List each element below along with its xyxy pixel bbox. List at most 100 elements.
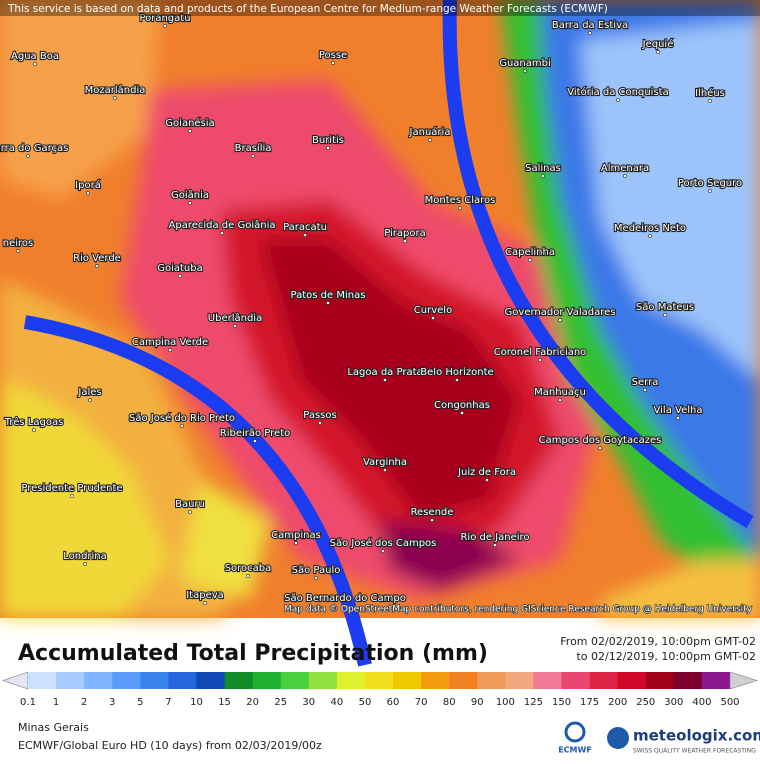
city-label: Ribeirão Preto <box>220 428 290 439</box>
city-label: Uberlândia <box>208 312 262 324</box>
city-label: Mozarlândia <box>85 84 146 96</box>
city-dot <box>381 549 385 553</box>
city-dot <box>623 174 627 178</box>
logo-tagline: SWISS QUALITY WEATHER FORECASTING <box>633 748 756 755</box>
precipitation-map: Porangatu Posse Barra da Estiva Jequié Agua … <box>0 0 760 667</box>
city-label: Barra do Garças <box>0 143 68 154</box>
city-dot <box>88 398 92 402</box>
map-credit: Map data © OpenStreetMap contributors, r… <box>284 605 753 615</box>
legend-value: 400 <box>692 697 711 708</box>
city-label: Varginha <box>363 457 407 468</box>
legend-value: 30 <box>302 697 315 708</box>
ecmwf-icon <box>564 721 586 743</box>
city-label: Capelinha <box>505 247 555 258</box>
legend-value: 60 <box>387 697 400 708</box>
legend-swatch <box>252 672 282 689</box>
city-dot <box>178 274 182 278</box>
city-dot <box>26 154 30 158</box>
legend-value: 80 <box>443 697 456 708</box>
legend-swatch <box>393 672 422 689</box>
legend-swatch <box>477 672 506 689</box>
city-dot <box>314 576 318 580</box>
city-label: Governador Valadares <box>505 307 616 318</box>
legend-swatch <box>533 672 563 689</box>
city-dot <box>558 318 562 322</box>
city-dot <box>428 138 432 142</box>
legend-value: 1 <box>53 697 59 708</box>
city-label: Brasília <box>235 142 272 154</box>
city-dot <box>541 174 545 178</box>
city-dot <box>455 378 459 382</box>
city-dot <box>32 428 36 432</box>
legend-value: 3 <box>109 697 115 708</box>
city-dot <box>656 50 660 54</box>
highlight-arc <box>442 0 754 529</box>
legend-value: 2 <box>81 697 87 708</box>
legend-value: 175 <box>580 697 599 708</box>
city-dot <box>294 541 298 545</box>
city-label: Porangatu <box>139 13 190 24</box>
legend-value: 125 <box>524 697 543 708</box>
legend-value: 50 <box>359 697 372 708</box>
city-dot <box>203 601 207 605</box>
logo-right: meteologix.com <box>633 727 760 745</box>
city-label: Porto Seguro <box>678 178 742 189</box>
city-dot <box>16 249 20 253</box>
city-label: Agua Boa <box>11 51 59 62</box>
legend-swatch <box>140 672 169 689</box>
city-label: Campina Verde <box>132 337 208 348</box>
legend-value: 5 <box>137 697 143 708</box>
city-label: Salinas <box>525 163 561 174</box>
city-dot <box>538 358 542 362</box>
city-dot <box>331 61 335 65</box>
legend-arrow <box>2 671 29 690</box>
city-dot <box>180 424 184 428</box>
city-label: Sorocaba <box>225 563 272 574</box>
legend-swatch <box>701 672 731 689</box>
city-label: São Bernardo do Campo <box>284 593 406 604</box>
city-dot <box>708 189 712 193</box>
legend-swatch <box>112 672 141 689</box>
legend-value: 25 <box>274 697 287 708</box>
city-label: Patos de Minas <box>291 290 366 301</box>
city-dot <box>188 201 192 205</box>
city-label: Paracatu <box>283 222 327 233</box>
city-dot <box>558 398 562 402</box>
legend-swatch <box>505 672 534 689</box>
city-dot <box>326 146 330 150</box>
city-label: Três Lagoas <box>4 416 64 428</box>
city-label: Rio Verde <box>73 253 121 264</box>
city-dot <box>233 324 237 328</box>
legend-swatch <box>168 672 197 689</box>
legend-value: 250 <box>636 697 655 708</box>
city-label: Lagoa da Prata <box>347 367 422 378</box>
title: Accumulated Total Precipitation (mm) <box>18 641 488 666</box>
city-dot <box>220 231 224 235</box>
city-dot <box>188 129 192 133</box>
city-dot <box>523 69 527 73</box>
highlight-arc <box>23 315 372 667</box>
legend-value: 150 <box>552 697 571 708</box>
city-label: Londrina <box>63 551 107 562</box>
city-label: Curvelo <box>414 305 452 316</box>
city-dot <box>383 468 387 472</box>
model-info: ECMWF/Global Euro HD (10 days) from 02/0… <box>18 739 322 752</box>
legend-swatch <box>673 672 703 689</box>
legend-swatch <box>645 672 675 689</box>
legend-swatch <box>224 672 254 689</box>
city-dot <box>648 234 652 238</box>
city-dot <box>253 439 257 443</box>
city-label: Congonhas <box>434 400 490 411</box>
city-label: Campos dos Goytacazes <box>539 435 662 446</box>
city-dot <box>33 62 37 66</box>
city-dot <box>588 31 592 35</box>
city-dot <box>663 313 667 317</box>
city-dot <box>318 421 322 425</box>
city-dot <box>70 494 74 498</box>
legend-value: 0.1 <box>20 697 36 708</box>
attribution: This service is based on data and produc… <box>7 3 608 15</box>
meteologix-icon <box>607 727 629 749</box>
legend-swatch <box>617 672 647 689</box>
legend-swatch <box>196 672 226 689</box>
